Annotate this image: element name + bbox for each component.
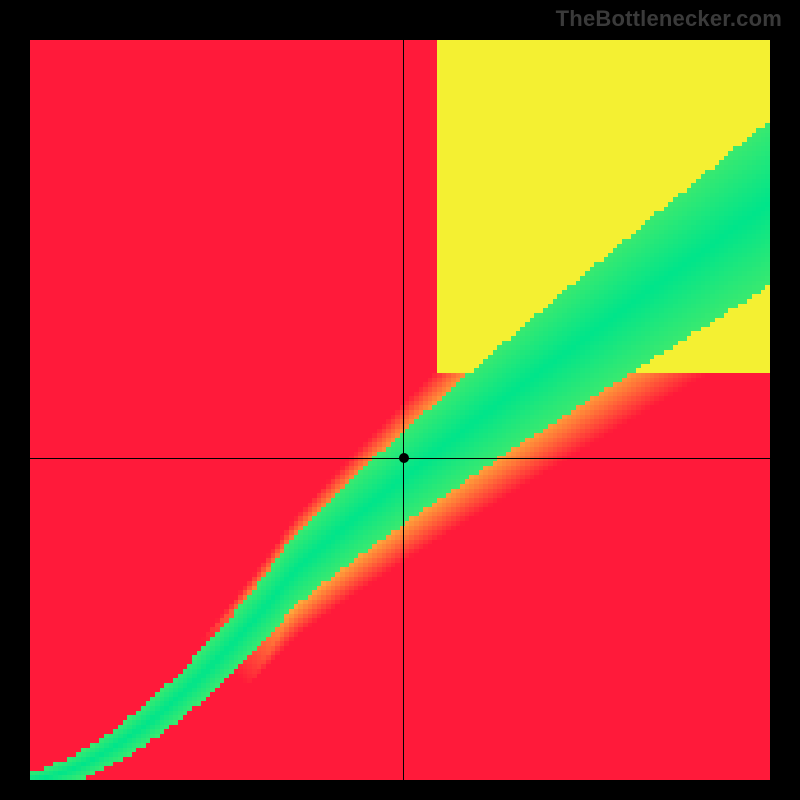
chart-container: TheBottlenecker.com xyxy=(0,0,800,800)
crosshair-marker xyxy=(399,453,409,463)
heatmap-canvas xyxy=(30,40,770,780)
watermark-text: TheBottlenecker.com xyxy=(556,6,782,32)
crosshair-vertical xyxy=(403,40,404,780)
plot-area xyxy=(30,40,770,780)
